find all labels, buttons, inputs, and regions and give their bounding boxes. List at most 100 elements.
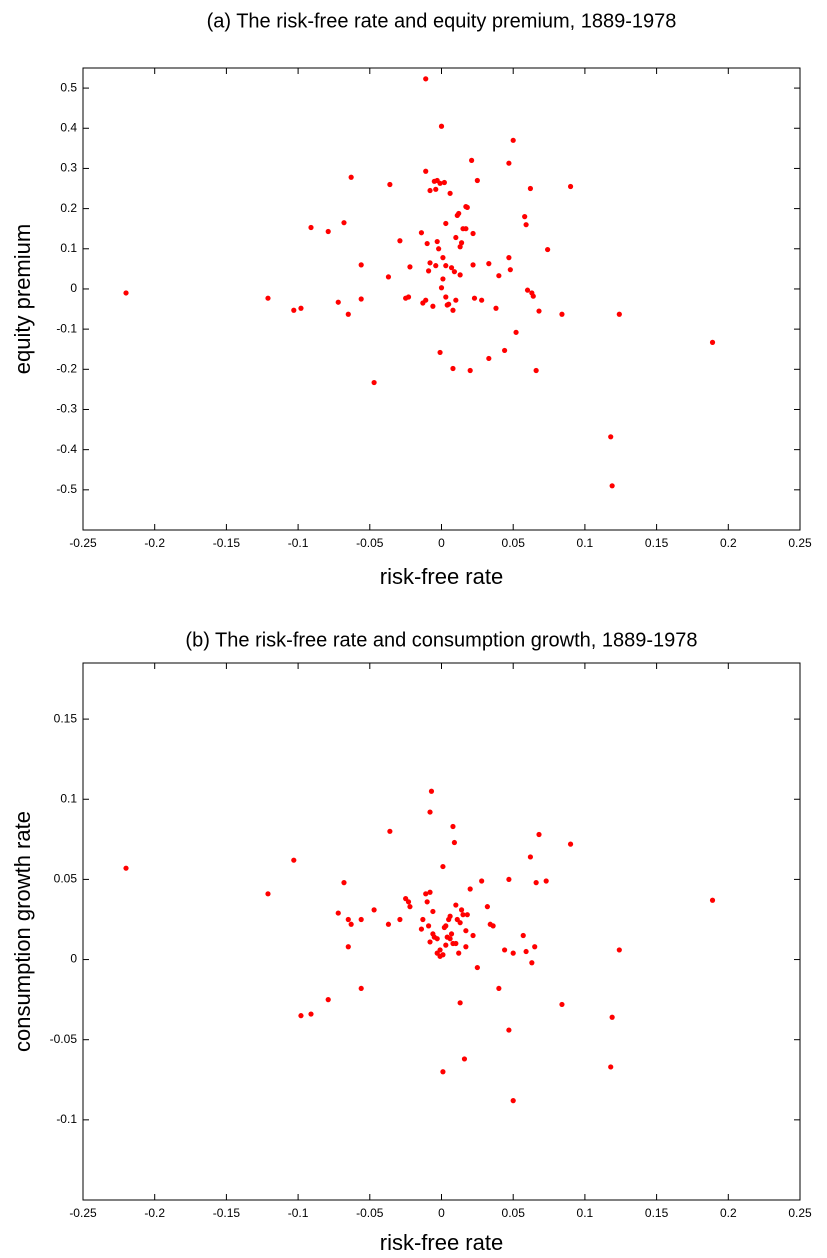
- point: [434, 238, 440, 245]
- point: [418, 230, 425, 236]
- y-tick-label: -0.2: [56, 361, 77, 375]
- y-tick-label: 0.4: [60, 120, 77, 134]
- point: [430, 908, 436, 915]
- x-tick-label: 0.15: [645, 1206, 669, 1220]
- point: [325, 997, 331, 1003]
- point: [510, 137, 516, 143]
- point: [358, 296, 364, 302]
- point: [533, 880, 539, 886]
- point: [424, 899, 430, 905]
- point: [567, 183, 574, 190]
- point: [424, 240, 430, 247]
- point: [427, 939, 433, 945]
- point: [358, 262, 364, 268]
- point: [522, 214, 528, 220]
- point: [464, 204, 470, 211]
- point: [434, 936, 440, 942]
- point: [407, 904, 413, 910]
- y-tick-label: 0.1: [60, 791, 77, 805]
- point: [470, 230, 476, 237]
- point: [423, 891, 429, 897]
- point: [438, 123, 445, 129]
- point: [490, 923, 496, 929]
- point: [493, 305, 499, 311]
- point: [427, 187, 433, 194]
- point: [527, 185, 534, 192]
- point: [609, 1014, 615, 1020]
- point: [532, 944, 538, 950]
- point: [447, 936, 453, 942]
- point: [463, 226, 469, 232]
- point: [501, 947, 508, 953]
- point: [496, 985, 502, 992]
- point: [453, 234, 459, 241]
- plot-area: [82, 67, 801, 531]
- point: [507, 267, 513, 273]
- x-tick-label: -0.25: [69, 536, 97, 550]
- point: [446, 301, 452, 307]
- point: [291, 307, 297, 313]
- y-tick-label: 0: [70, 952, 77, 966]
- point: [443, 294, 449, 300]
- point: [440, 952, 446, 958]
- point: [463, 928, 469, 934]
- point: [265, 891, 271, 897]
- point: [609, 483, 615, 489]
- point: [341, 220, 347, 226]
- point: [567, 841, 574, 847]
- point: [471, 295, 478, 301]
- point: [427, 260, 433, 266]
- point: [484, 904, 490, 910]
- point: [308, 1011, 314, 1017]
- x-tick-label: 0.05: [502, 536, 526, 550]
- point: [559, 1001, 565, 1008]
- point: [371, 379, 377, 386]
- point: [443, 220, 449, 227]
- point: [298, 305, 304, 311]
- point: [545, 246, 551, 253]
- point: [474, 177, 480, 184]
- point: [463, 944, 469, 950]
- point: [608, 1064, 614, 1070]
- x-tick-label: 0: [438, 536, 445, 550]
- point: [438, 285, 445, 291]
- chart-title: (a) The risk-free rate and equity premiu…: [207, 10, 677, 32]
- x-tick-label: 0.2: [720, 536, 737, 550]
- y-tick-label: -0.3: [56, 402, 77, 416]
- point: [437, 180, 443, 186]
- x-tick-label: -0.05: [356, 1206, 384, 1220]
- y-tick-label: -0.1: [56, 321, 77, 335]
- plot-area: [82, 662, 801, 1201]
- point: [345, 944, 351, 950]
- point: [425, 923, 432, 929]
- x-tick-label: 0.15: [645, 536, 669, 550]
- point: [456, 210, 462, 217]
- y-tick-label: -0.1: [56, 1112, 77, 1126]
- point: [506, 255, 512, 261]
- point: [358, 985, 364, 992]
- point: [291, 857, 297, 863]
- point: [470, 932, 476, 939]
- point: [513, 329, 519, 335]
- point: [437, 947, 443, 953]
- point: [460, 912, 466, 918]
- point: [456, 950, 462, 956]
- point: [420, 916, 426, 923]
- point: [447, 913, 453, 919]
- point: [371, 907, 377, 913]
- point: [524, 287, 531, 293]
- y-tick-label: 0.3: [60, 161, 77, 175]
- point: [441, 179, 447, 186]
- x-axis-label: risk-free rate: [380, 1230, 503, 1255]
- point: [506, 160, 512, 166]
- point: [427, 889, 433, 895]
- y-axis-label: consumption growth rate: [10, 811, 35, 1052]
- x-tick-label: -0.15: [213, 536, 241, 550]
- point: [405, 899, 412, 905]
- x-tick-label: 0: [438, 1206, 445, 1220]
- point: [436, 246, 442, 252]
- point: [486, 261, 492, 267]
- point: [387, 828, 393, 834]
- point: [308, 224, 314, 231]
- point: [443, 263, 449, 269]
